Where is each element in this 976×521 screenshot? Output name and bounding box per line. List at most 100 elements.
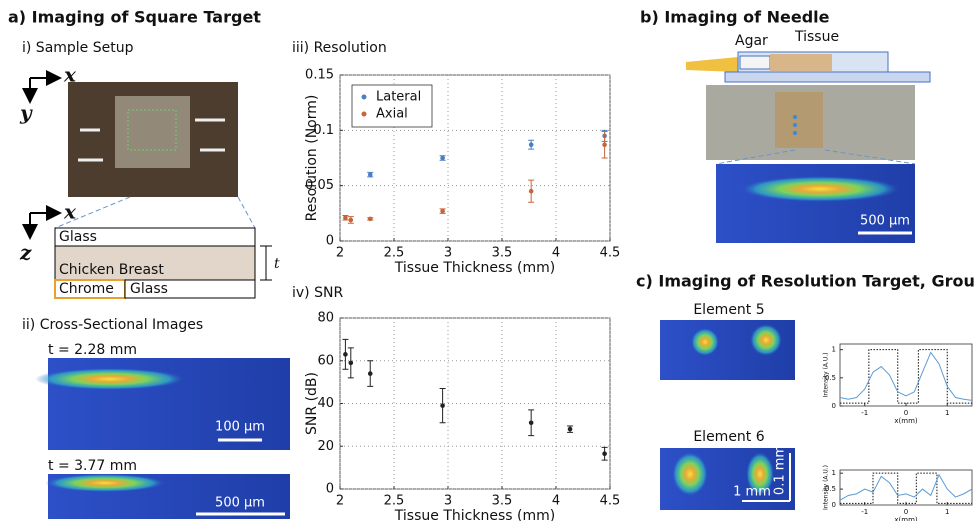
plot-area [839, 469, 973, 506]
x-tick-label: 1 [945, 409, 949, 417]
x-tick-label: 3 [444, 494, 452, 509]
x-tick-label: -1 [861, 409, 868, 417]
data-point [602, 142, 607, 148]
data-point [367, 172, 373, 177]
data-point [602, 451, 607, 457]
scale-label: 1 mm [733, 485, 771, 500]
label: Tissue [794, 29, 839, 45]
y-tick-label: 0 [326, 482, 334, 497]
legend-box [351, 84, 433, 128]
data-point [348, 217, 354, 223]
layer-label: Glass [130, 281, 168, 297]
scale-label: 500 µm [215, 496, 265, 511]
oct-image [660, 320, 795, 510]
subtitle: iii) Resolution [292, 40, 387, 56]
y-tick-label: 1 [832, 469, 836, 477]
line-series [839, 473, 973, 501]
x-axis-label: x(mm) [894, 417, 918, 425]
panel-title: a) Imaging of Square Target [8, 8, 261, 27]
scale-label: 100 µm [215, 420, 265, 435]
subtitle: iv) SNR [292, 285, 343, 301]
y-tick-label: 1 [832, 346, 836, 354]
x-tick-label: 4 [552, 494, 560, 509]
layer-label: Glass [59, 229, 97, 245]
element-label: Element 6 [693, 429, 764, 445]
y-tick-label: 0.5 [825, 374, 836, 382]
subtitle: i) Sample Setup [22, 40, 134, 56]
y-tick-label: 40 [317, 396, 334, 411]
x-tick-label: 2.5 [384, 494, 405, 509]
data-point [343, 352, 348, 357]
x-tick-label: -1 [861, 508, 868, 516]
x-tick-label: 2.5 [384, 246, 405, 261]
legend-marker [361, 111, 367, 117]
x-tick-label: 2 [336, 494, 344, 509]
element-label: Element 5 [693, 302, 764, 318]
line-series [839, 351, 973, 401]
y-tick-label: 0.15 [305, 68, 334, 83]
y-tick-label: 0 [326, 234, 334, 249]
y-axis-label: Intensity (A.U.) [823, 465, 830, 510]
oct-image [35, 358, 290, 450]
data-point [528, 420, 534, 426]
data-point [440, 208, 445, 214]
axis-name: z [19, 241, 32, 265]
x-tick-label: 3.5 [492, 494, 513, 509]
x-tick-label: 1 [945, 508, 949, 516]
axis-name: y [19, 101, 33, 125]
data-point [367, 371, 373, 376]
y-axis-label: SNR (dB) [304, 372, 320, 435]
y-tick-label: 0 [832, 402, 836, 410]
y-tick-label: 60 [317, 353, 334, 368]
y-axis-label: Intensity (A.U.) [823, 353, 830, 398]
y-tick-label: 0.05 [305, 178, 334, 193]
x-tick-label: 4.5 [600, 494, 621, 509]
x-axis-label: x(mm) [894, 516, 918, 521]
x-tick-label: 3 [444, 246, 452, 261]
image-label: t = 3.77 mm [48, 458, 137, 474]
data-point [348, 360, 354, 366]
y-tick-label: 80 [317, 311, 334, 326]
y-axis-label: Resolution (Norm) [304, 95, 320, 222]
legend-marker [361, 94, 367, 100]
x-axis-label: Tissue Thickness (mm) [394, 508, 555, 521]
legend-label: Axial [376, 107, 408, 122]
y-tick-label: 0.5 [825, 485, 836, 493]
legend-label: Lateral [376, 90, 421, 105]
y-tick-label: 0.1 [313, 123, 334, 138]
subtitle: ii) Cross-Sectional Images [22, 317, 203, 333]
x-tick-label: 2 [336, 246, 344, 261]
data-point [528, 188, 534, 194]
x-tick-label: 4.5 [600, 246, 621, 261]
layer-label: Chicken Breast [59, 262, 164, 278]
line-series [840, 472, 972, 504]
x-tick-label: 4 [552, 246, 560, 261]
data-point [440, 403, 445, 408]
label: Agar [735, 33, 768, 49]
layer-label: Chrome [59, 281, 114, 297]
data-point [528, 142, 534, 148]
sample-photo [54, 82, 256, 229]
data-point [567, 426, 573, 432]
plot-area [839, 343, 973, 407]
x-axis-label: Tissue Thickness (mm) [394, 260, 555, 276]
data-point [440, 155, 445, 161]
panel-title: b) Imaging of Needle [640, 8, 830, 27]
y-tick-label: 20 [317, 439, 334, 454]
x-tick-label: 3.5 [492, 246, 513, 261]
axis-name: x [63, 200, 77, 224]
thickness-label: t [274, 256, 280, 272]
x-tick-label: 0 [904, 409, 908, 417]
layer-diagram [54, 227, 272, 299]
scale-label: 500 µm [860, 214, 910, 229]
image-label: t = 2.28 mm [48, 342, 137, 358]
data-point [343, 215, 348, 221]
line-series [840, 349, 972, 404]
data-point [367, 216, 373, 222]
needle-diagram [686, 51, 931, 243]
panel-title: c) Imaging of Resolution Target, Group -… [636, 272, 976, 291]
scale-label: 0.1 mm [773, 445, 788, 495]
y-tick-label: 0 [832, 501, 836, 509]
axis-name: x [63, 63, 77, 87]
